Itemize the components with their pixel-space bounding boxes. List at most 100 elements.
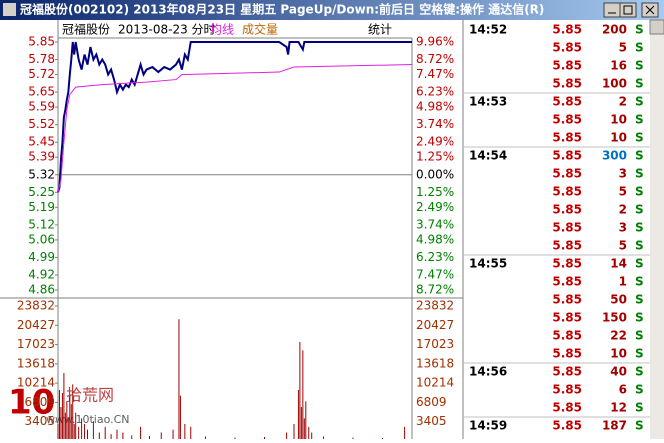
pct-label: 7.47%	[416, 67, 454, 81]
tick-volume: 100	[602, 77, 627, 91]
y-tick-label: 4.86	[28, 283, 55, 297]
vol-tick-label: 17023	[17, 337, 55, 351]
tick-side: S	[635, 167, 644, 181]
pct-label: 2.49%	[416, 200, 454, 214]
pct-label: 3.74%	[416, 217, 454, 231]
pct-label: 4.98%	[416, 100, 454, 114]
tick-side: S	[635, 365, 644, 379]
tick-price: 5.85	[552, 383, 582, 397]
tick-time: 14:56	[469, 365, 507, 379]
tick-side: S	[635, 329, 644, 343]
maximize-button[interactable]	[619, 2, 637, 18]
tick-side: S	[635, 383, 644, 397]
tick-side: S	[635, 95, 644, 109]
pct-label: 6.23%	[416, 250, 454, 264]
tick-side: S	[635, 401, 644, 415]
tick-volume: 1	[619, 275, 627, 289]
scroll-up[interactable]	[649, 19, 664, 35]
tick-volume: 3	[619, 221, 627, 235]
legend-avg: 均线	[210, 23, 234, 37]
y-tick-label: 5.25	[28, 185, 55, 199]
tick-volume: 5	[619, 185, 627, 199]
tick-side: S	[635, 149, 644, 163]
vol-tick-label-right: 10214	[416, 376, 454, 390]
tick-side: S	[635, 185, 644, 199]
tick-side: S	[635, 311, 644, 325]
vol-tick-label-right: 6809	[416, 395, 447, 409]
tick-price: 5.85	[552, 329, 582, 343]
vol-tick-label: 10214	[17, 376, 55, 390]
vol-tick-label: 20427	[17, 318, 55, 332]
tick-price: 5.85	[552, 203, 582, 217]
tick-price: 5.85	[552, 149, 582, 163]
tick-volume: 187	[602, 419, 627, 433]
tick-volume: 150	[602, 311, 627, 325]
y-tick-label: 5.39	[28, 150, 55, 164]
tick-price: 5.85	[552, 95, 582, 109]
pct-label: 8.72%	[416, 52, 454, 66]
y-tick-label: 5.45	[28, 135, 55, 149]
tick-volume: 6	[619, 383, 627, 397]
y-tick-label: 5.32	[28, 167, 55, 181]
legend-volume: 成交量	[242, 22, 278, 37]
pct-label: 7.47%	[416, 267, 454, 281]
tick-side: S	[635, 221, 644, 235]
chart: 冠福股份 2013-08-23 分时 均线 成交量 统计 10 拾荒网 www.…	[0, 20, 464, 439]
pct-label: 1.25%	[416, 150, 454, 164]
tick-volume: 5	[619, 239, 627, 253]
avg-line	[57, 64, 413, 193]
vol-tick-label: 3405	[24, 414, 55, 428]
tick-volume: 50	[610, 293, 627, 307]
tick-side: S	[635, 347, 644, 361]
pct-label: 0.00%	[416, 167, 454, 181]
tick-price: 5.85	[552, 131, 582, 145]
vol-tick-label-right: 23832	[416, 299, 454, 313]
y-tick-label: 4.99	[28, 250, 55, 264]
tick-volume: 22	[610, 329, 627, 343]
y-tick-label: 5.72	[28, 67, 55, 81]
y-tick-label: 5.65	[28, 85, 55, 99]
pct-label: 3.74%	[416, 117, 454, 131]
stock-name: 冠福股份	[62, 22, 110, 37]
vol-tick-label-right: 20427	[416, 318, 454, 332]
tick-side: S	[635, 257, 644, 271]
tick-price: 5.85	[552, 275, 582, 289]
minimize-button[interactable]	[603, 2, 621, 18]
stats-button[interactable]: 统计	[368, 23, 392, 37]
tick-volume: 14	[610, 257, 627, 271]
scrollbar[interactable]	[650, 20, 664, 439]
tick-volume: 12	[610, 401, 627, 415]
pct-label: 1.25%	[416, 185, 454, 199]
tick-side: S	[635, 131, 644, 145]
tick-price: 5.85	[552, 167, 582, 181]
tick-price: 5.85	[552, 347, 582, 361]
y-tick-label: 5.85	[28, 35, 55, 49]
pct-label: 9.96%	[416, 35, 454, 49]
price-line	[57, 41, 412, 193]
y-tick-label: 4.92	[28, 267, 55, 281]
tick-price: 5.85	[552, 257, 582, 271]
tick-volume: 10	[610, 347, 627, 361]
tick-volume: 300	[602, 149, 627, 163]
tick-volume: 2	[619, 95, 627, 109]
tick-time: 14:52	[469, 23, 507, 37]
watermark-logo: 10	[8, 383, 55, 423]
tick-side: S	[635, 23, 644, 37]
app-icon	[3, 3, 16, 16]
tick-price: 5.85	[552, 365, 582, 379]
tick-price: 5.85	[552, 401, 582, 415]
vol-tick-label: 6809	[24, 395, 55, 409]
y-tick-label: 5.19	[28, 200, 55, 214]
tick-price: 5.85	[552, 113, 582, 127]
tick-volume: 200	[602, 23, 627, 37]
window-title: 冠福股份(002102) 2013年08月23日 星期五 PageUp/Down…	[20, 2, 544, 17]
tick-side: S	[635, 293, 644, 307]
tick-volume: 2	[619, 203, 627, 217]
vol-tick-label-right: 13618	[416, 356, 454, 370]
tick-side: S	[635, 203, 644, 217]
tick-side: S	[635, 239, 644, 253]
tick-side: S	[635, 77, 644, 91]
